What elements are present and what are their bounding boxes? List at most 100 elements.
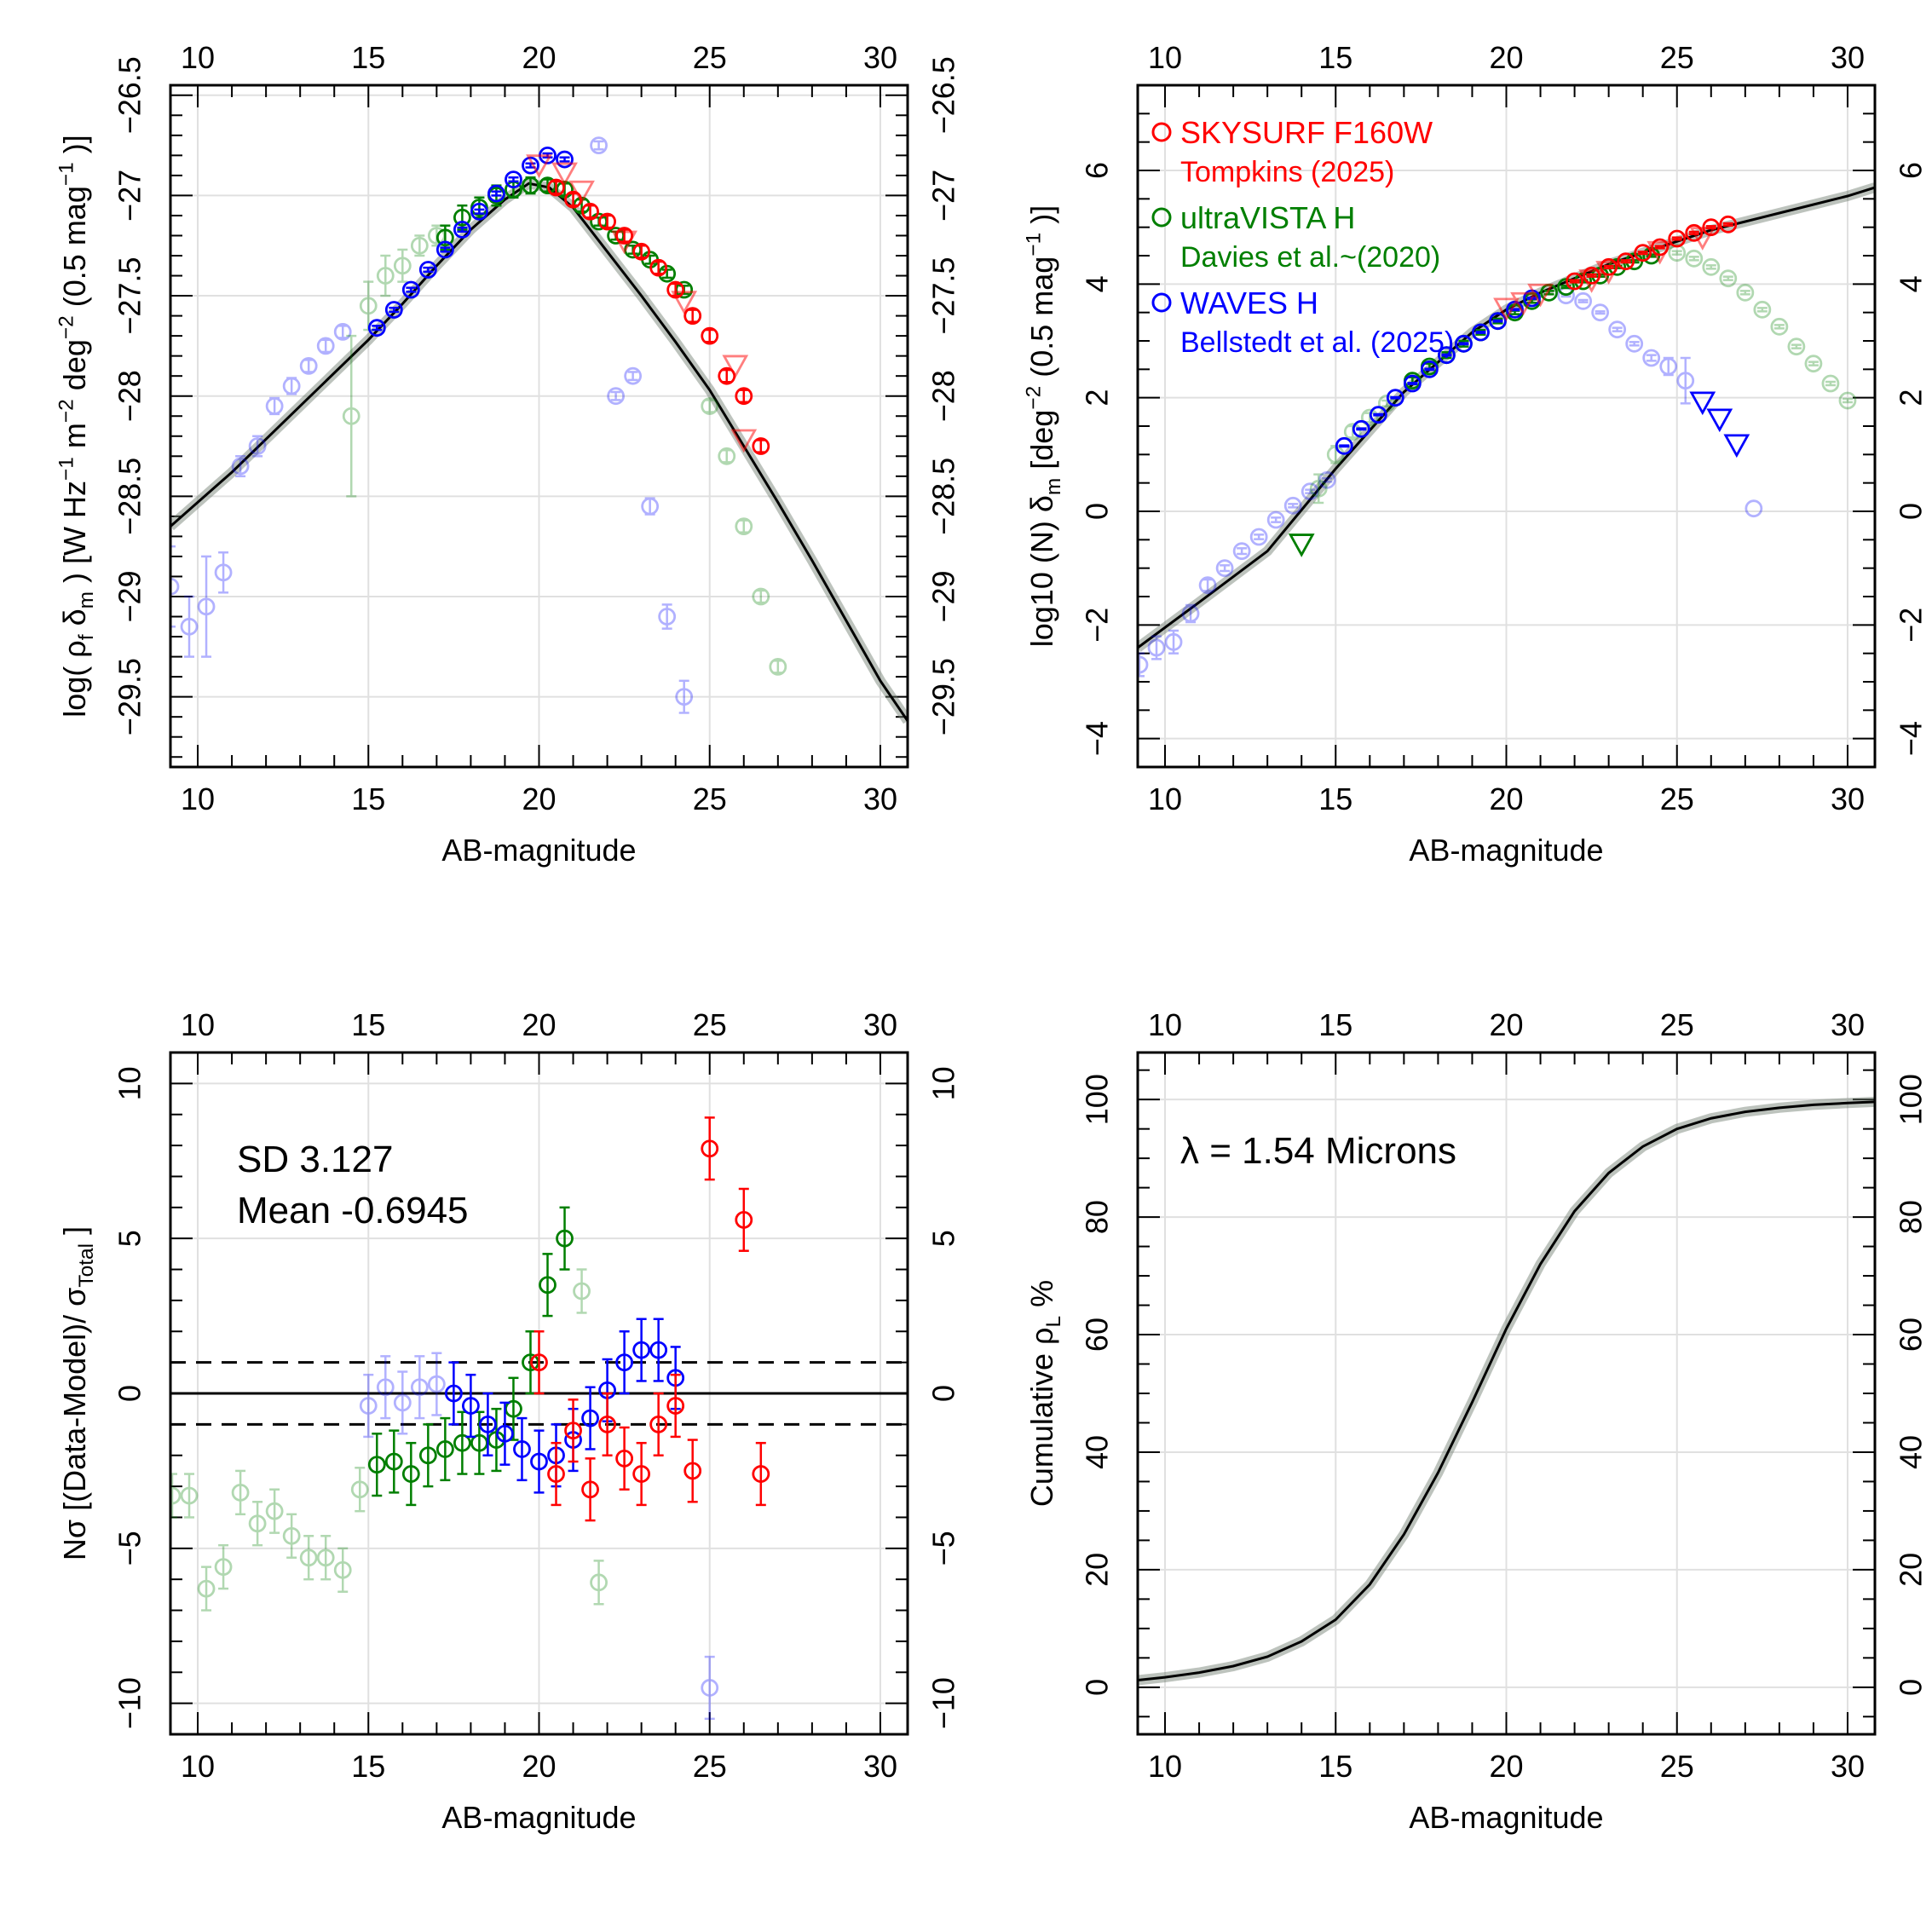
data-point-triangle	[1689, 391, 1716, 416]
data-point	[1403, 374, 1422, 393]
data-point	[505, 170, 522, 188]
data-point-triangle	[722, 355, 749, 379]
y-tick-label: −28.5	[112, 458, 147, 535]
y-tick-label-right: −26.5	[926, 56, 961, 134]
x-tick-label-top: 20	[1489, 1007, 1523, 1042]
plot-frame	[169, 1051, 909, 1736]
data-point	[735, 517, 753, 536]
data-point-triangle	[526, 154, 552, 178]
data-point	[581, 1409, 599, 1427]
data-point-triangle	[730, 429, 758, 453]
x-tick-label-top: 15	[351, 1007, 385, 1042]
y-tick-label-right: 5	[926, 1230, 961, 1247]
x-tick-label-top: 25	[1660, 1007, 1694, 1042]
data-point	[1438, 346, 1456, 365]
data-point-triangle	[671, 291, 698, 314]
data-point	[1625, 334, 1644, 353]
data-point	[282, 377, 301, 395]
data-point	[1770, 317, 1789, 336]
legend-label: SKYSURF F160W	[1180, 115, 1433, 150]
data-point	[359, 1397, 378, 1415]
y-tick-label-right: −5	[926, 1531, 961, 1566]
y-tick-label-right: −29	[926, 570, 961, 622]
data-point	[427, 1375, 446, 1393]
data-point	[632, 1341, 651, 1359]
data-point	[615, 1449, 634, 1468]
y-axis-label: Nσ [(Data-Model)/ σTotal​ ]	[57, 1226, 98, 1560]
model-line	[1138, 1100, 1875, 1682]
x-tick-label-top: 10	[1148, 40, 1182, 75]
data-point	[393, 257, 412, 275]
y-axis-label: log( ρf​ δm​ ) [W Hz−1​ m−2​ deg−2​ (0.5…	[55, 135, 98, 718]
data-point	[453, 208, 471, 227]
series-green-0	[170, 1268, 608, 1612]
data-point	[649, 258, 668, 277]
y-axis-label: log10 (N) δm​ [deg−2​ (0.5 mag−1​ )]	[1023, 205, 1065, 647]
data-point	[1360, 408, 1379, 427]
data-point	[1566, 272, 1583, 291]
data-point	[1309, 479, 1328, 498]
data-point	[1283, 496, 1302, 515]
data-point	[367, 1456, 386, 1474]
x-axis-label: AB-magnitude	[1409, 1800, 1603, 1835]
y-tick-label: 40	[1080, 1435, 1115, 1469]
x-tick-label: 30	[863, 1749, 897, 1784]
x-tick-label-top: 20	[522, 1007, 556, 1042]
data-point	[1634, 244, 1652, 262]
data-point	[410, 236, 429, 255]
legend-sublabel: Davies et al.~(2020)	[1180, 241, 1440, 274]
y-tick-label-right: −10	[926, 1677, 961, 1729]
y-tick-label: −5	[112, 1531, 147, 1566]
x-tick-label-top: 30	[863, 40, 897, 75]
x-tick-label: 25	[693, 781, 727, 816]
y-tick-label: 2	[1080, 389, 1115, 407]
data-point	[214, 1558, 233, 1577]
data-point	[632, 1465, 651, 1483]
data-point	[615, 1353, 634, 1372]
data-point	[1266, 510, 1285, 529]
data-point	[1685, 223, 1704, 242]
data-point	[701, 1679, 719, 1697]
legend-label: ultraVISTA H	[1180, 200, 1355, 235]
data-point	[1787, 337, 1806, 356]
x-tick-label-top: 10	[181, 1007, 215, 1042]
y-axis-label: Cumulative ρL​ %	[1024, 1280, 1065, 1507]
data-point	[573, 1282, 591, 1300]
data-point	[675, 688, 694, 706]
data-point	[248, 1514, 267, 1533]
data-point	[333, 1560, 352, 1579]
x-tick-label-top: 20	[522, 40, 556, 75]
data-point	[376, 1378, 395, 1397]
series-red-4	[547, 178, 770, 455]
y-tick-label-right: −4	[1894, 721, 1929, 756]
data-point	[1736, 283, 1755, 302]
data-point	[231, 1483, 250, 1502]
data-point	[359, 297, 378, 315]
series-green-2	[1403, 246, 1661, 390]
y-tick-label: −27.5	[112, 257, 147, 335]
annotation-text: SD 3.127	[237, 1139, 393, 1180]
y-tick-label-right: 60	[1894, 1318, 1929, 1352]
data-point	[496, 1424, 514, 1443]
data-point	[1420, 360, 1439, 378]
data-point-triangle	[1527, 283, 1554, 308]
data-point	[1164, 632, 1183, 651]
data-point	[444, 1384, 463, 1403]
data-point	[384, 301, 403, 319]
data-point	[590, 1573, 608, 1592]
legend-label: WAVES H	[1180, 285, 1318, 320]
series-blue-4	[1689, 391, 1750, 458]
data-point	[718, 447, 736, 465]
data-point	[624, 366, 643, 385]
data-point	[607, 387, 626, 406]
data-point	[214, 563, 233, 582]
y-tick-label: 100	[1080, 1074, 1115, 1125]
data-point	[435, 240, 454, 259]
data-point	[1719, 269, 1738, 288]
panel-p3: 10 10 15 15 20 20 25 25 30 30 −10 −10 −5 −5 0 0 5 5 10 10 AB…	[57, 1007, 961, 1835]
x-tick-label: 30	[1831, 781, 1865, 816]
x-tick-label: 10	[1148, 781, 1182, 816]
y-tick-label-right: 4	[1894, 275, 1929, 292]
data-point	[462, 1397, 480, 1415]
data-point	[316, 1548, 335, 1567]
